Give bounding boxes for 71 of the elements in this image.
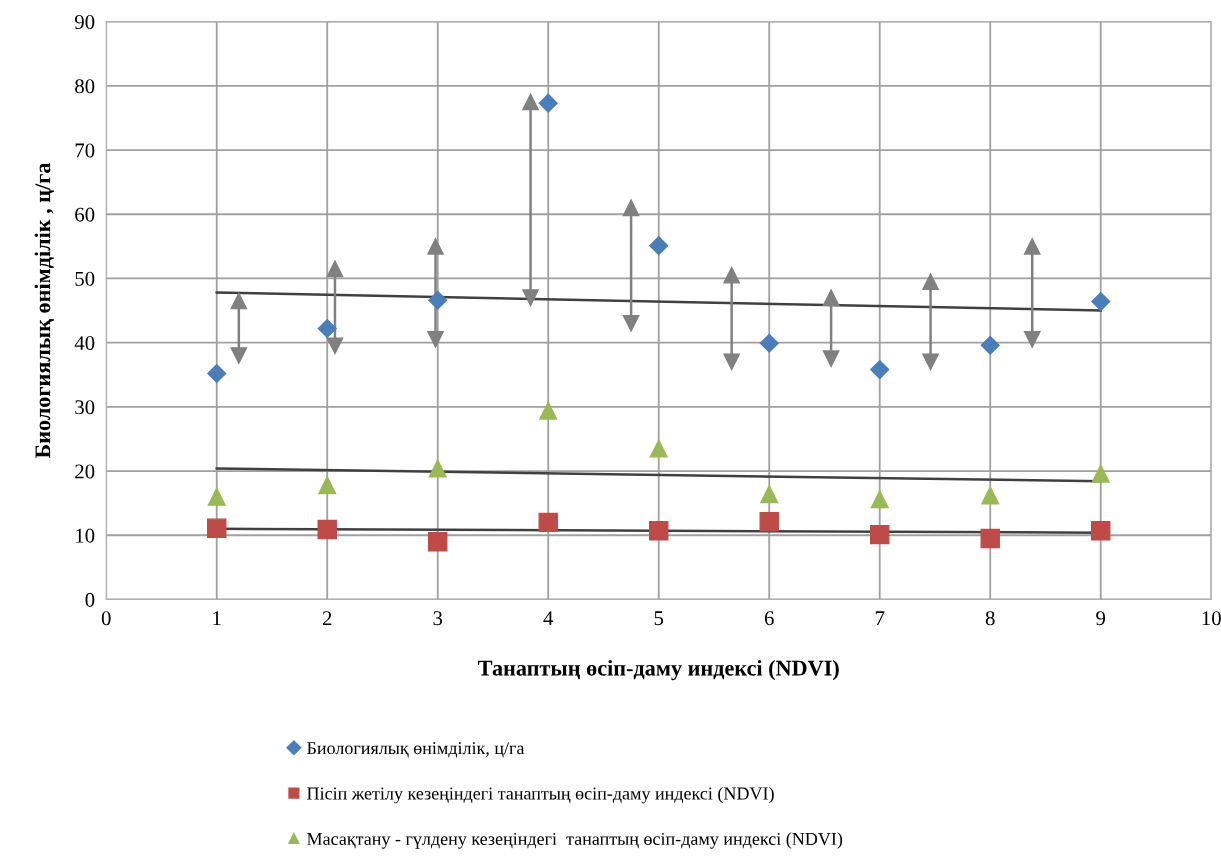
point — [318, 476, 337, 495]
point — [1091, 521, 1111, 541]
point — [822, 350, 840, 368]
point — [759, 512, 779, 532]
point — [870, 524, 890, 545]
point — [538, 93, 558, 113]
point — [922, 273, 939, 290]
point — [649, 236, 669, 256]
x-tick-label: 6 — [764, 611, 774, 626]
x-tick-label: 9 — [1096, 611, 1106, 626]
point — [649, 521, 669, 541]
x-tick-label: 7 — [875, 611, 885, 626]
x-tick-label: 1 — [213, 611, 221, 626]
point — [522, 93, 539, 111]
x-tick-label: 2 — [322, 611, 332, 626]
y-tick-label: 0 — [85, 592, 95, 607]
legend-label: Масақтану - гүлдену кезеңіндегі танаптың өсіп-даму индексі (NDVI) — [307, 832, 843, 849]
point — [870, 360, 890, 380]
y-tick-label: 80 — [75, 79, 95, 94]
x-axis-title: Танаптың өсіп-даму индексі (NDVI) — [478, 660, 839, 681]
point — [317, 318, 337, 339]
y-tick-label: 70 — [75, 143, 95, 158]
point — [649, 439, 668, 458]
y-tick-label: 90 — [74, 15, 95, 30]
y-tick-label: 10 — [76, 528, 95, 543]
y-tick-label: 50 — [75, 271, 95, 286]
y-tick-label: 30 — [75, 400, 95, 415]
point — [522, 289, 539, 307]
x-tick-label: 5 — [654, 611, 664, 626]
point — [980, 528, 1000, 549]
point — [759, 333, 779, 353]
point — [207, 363, 227, 383]
point — [539, 401, 558, 420]
y-tick-label: 60 — [75, 207, 95, 222]
point — [1091, 464, 1110, 483]
point — [326, 337, 344, 355]
point — [428, 531, 448, 552]
point — [230, 347, 248, 364]
point — [622, 199, 640, 217]
point — [1023, 237, 1041, 255]
y-tick-label: 40 — [74, 336, 95, 351]
point — [207, 518, 227, 538]
x-tick-label: 0 — [101, 611, 111, 626]
point — [981, 486, 1000, 505]
y-axis-title: Биологиялық өнімділік , ц/га — [34, 162, 54, 459]
point — [723, 266, 740, 284]
point — [922, 353, 939, 371]
legend-label: Биологиялық өнімділік, ц/га — [307, 742, 525, 758]
point — [427, 331, 444, 348]
x-tick-label: 8 — [985, 611, 995, 626]
point — [622, 315, 640, 332]
point — [723, 353, 740, 371]
point — [326, 260, 344, 278]
point — [870, 490, 889, 509]
x-tick-label: 10 — [1202, 611, 1221, 626]
point — [428, 459, 447, 478]
point — [760, 485, 779, 504]
point — [317, 519, 337, 540]
x-tick-label: 4 — [543, 611, 554, 626]
point — [822, 289, 840, 307]
point — [428, 290, 448, 310]
point — [230, 292, 248, 310]
point — [980, 335, 1000, 355]
point — [207, 487, 226, 506]
point — [538, 512, 558, 533]
point — [1023, 331, 1041, 348]
legend-label: Пісіп жетілу кезеңіндегі танаптың өсіп-даму индексі (NDVI) — [307, 786, 774, 804]
point — [427, 237, 444, 255]
point — [1091, 292, 1111, 312]
y-tick-label: 20 — [75, 464, 95, 479]
x-tick-label: 3 — [433, 611, 443, 626]
